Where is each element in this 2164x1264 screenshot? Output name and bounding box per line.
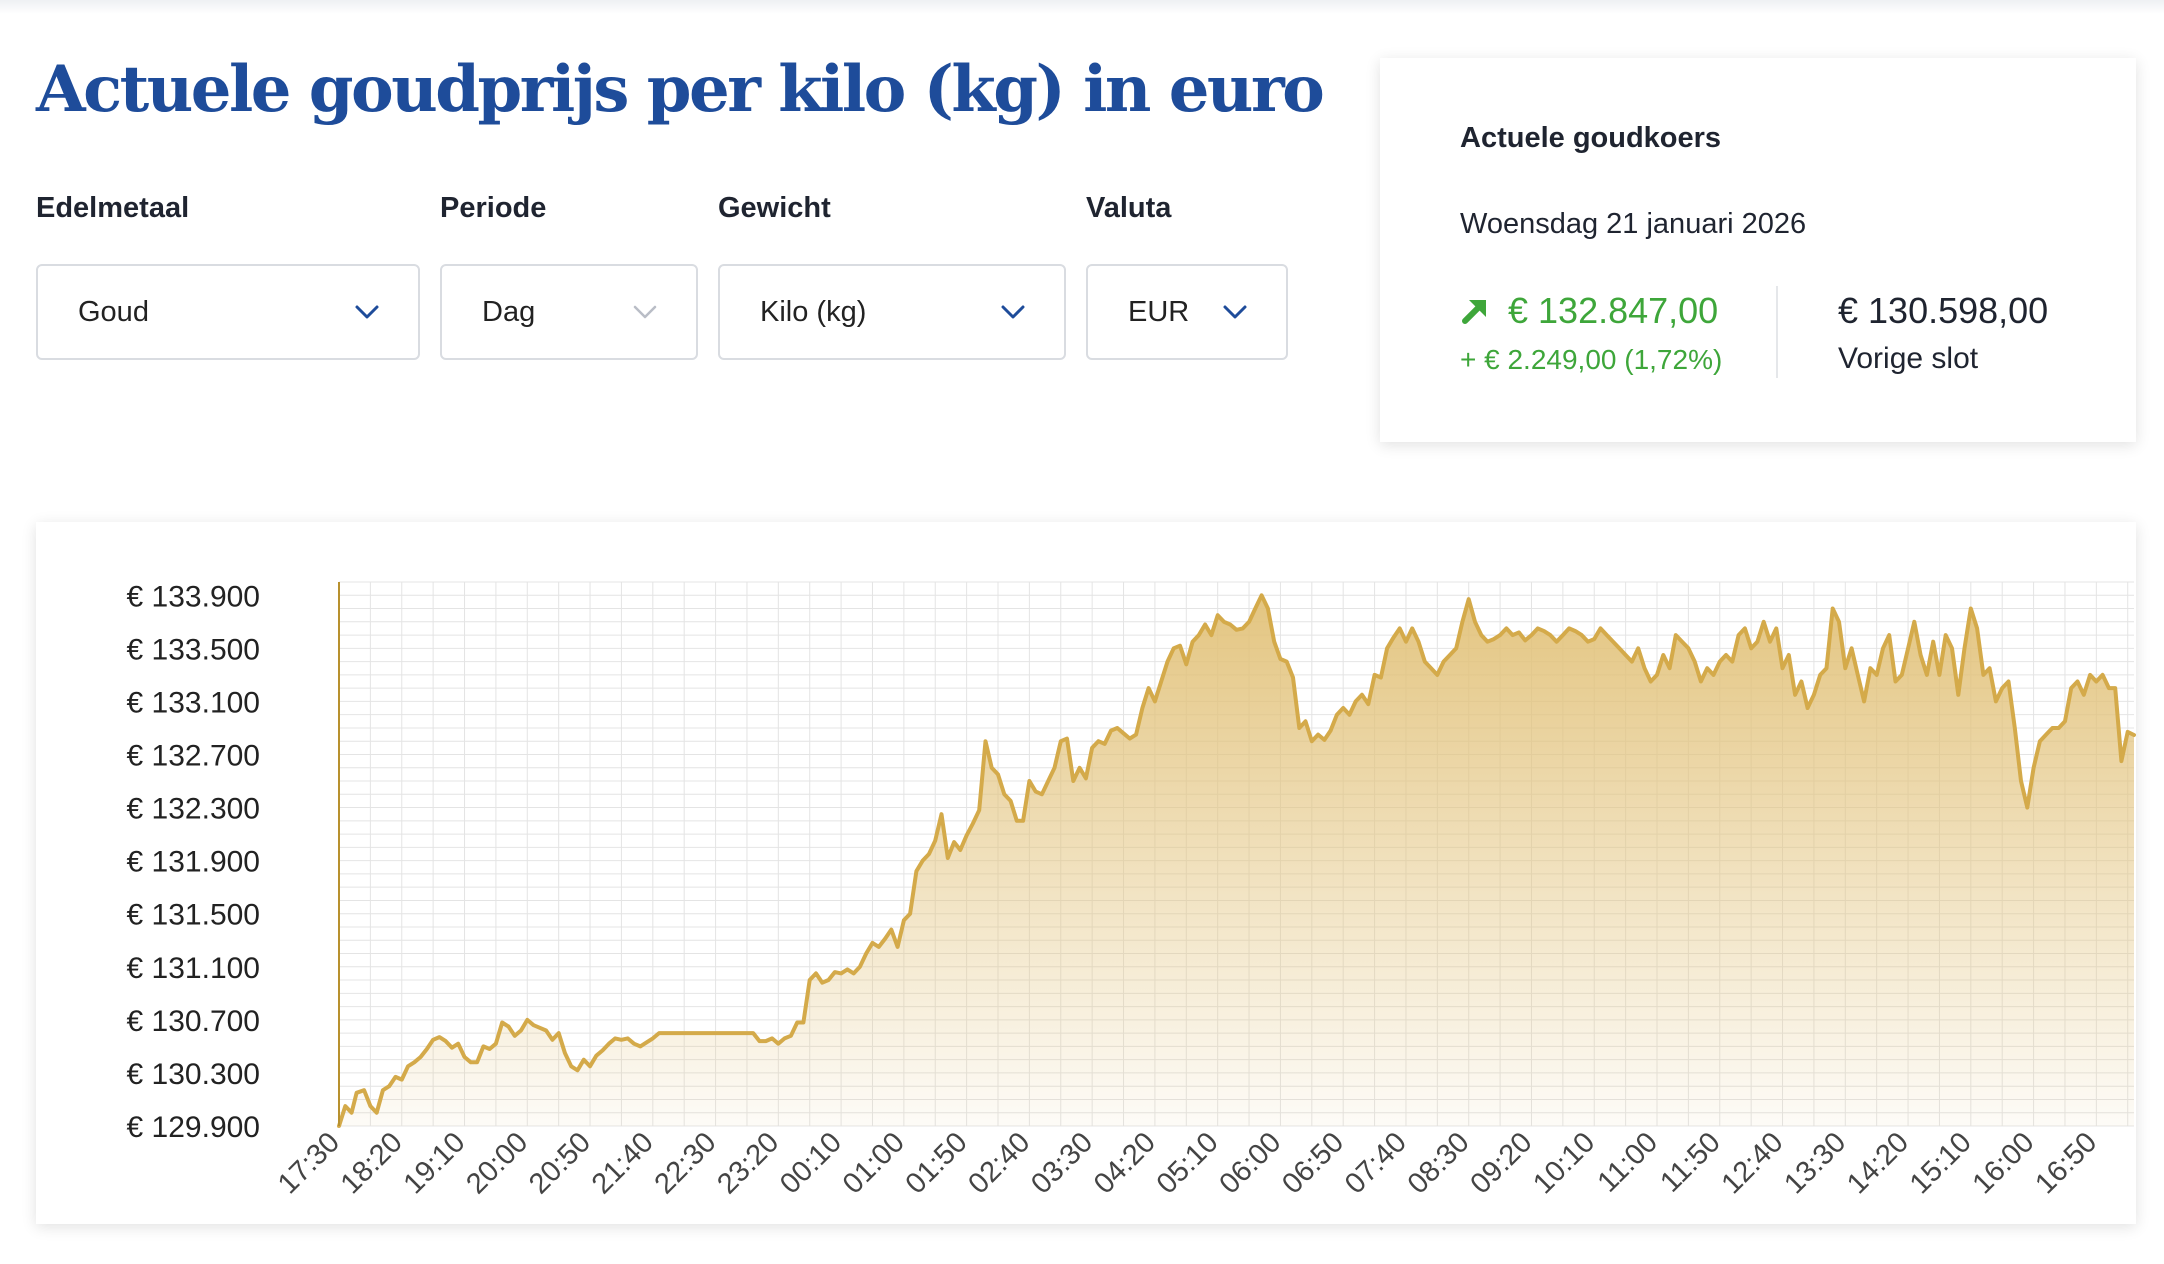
current-price: € 132.847,00 bbox=[1460, 290, 1718, 332]
x-tick-label: 04:20 bbox=[1088, 1126, 1162, 1200]
x-tick-label: 00:10 bbox=[774, 1126, 848, 1200]
x-tick-label: 19:10 bbox=[398, 1126, 472, 1200]
y-tick-label: € 132.700 bbox=[127, 739, 260, 772]
metal-select[interactable]: Goud bbox=[36, 264, 420, 360]
x-tick-label: 14:20 bbox=[1841, 1126, 1915, 1200]
x-tick-label: 16:50 bbox=[2029, 1126, 2103, 1200]
x-tick-label: 06:00 bbox=[1213, 1126, 1287, 1200]
filter-currency-label: Valuta bbox=[1086, 192, 1172, 224]
previous-close-value: € 130.598,00 bbox=[1838, 290, 2049, 331]
x-tick-label: 20:00 bbox=[460, 1126, 534, 1200]
x-tick-label: 13:30 bbox=[1778, 1126, 1852, 1200]
price-line[interactable] bbox=[337, 593, 2136, 1128]
filter-metal: Edelmetaal Goud bbox=[36, 192, 420, 360]
filter-metal-label: Edelmetaal bbox=[36, 192, 190, 224]
y-tick-label: € 131.500 bbox=[127, 899, 260, 932]
weight-select[interactable]: Kilo (kg) bbox=[718, 264, 1066, 360]
x-tick-label: 03:30 bbox=[1025, 1126, 1099, 1200]
filter-weight: Gewicht Kilo (kg) bbox=[718, 192, 1066, 360]
x-tick-label: 18:20 bbox=[335, 1126, 409, 1200]
currency-select-value: EUR bbox=[1128, 295, 1190, 328]
x-tick-label: 08:30 bbox=[1402, 1126, 1476, 1200]
x-tick-label: 22:30 bbox=[649, 1126, 723, 1200]
x-tick-label: 15:10 bbox=[1904, 1126, 1978, 1200]
y-tick-label: € 133.900 bbox=[127, 580, 260, 613]
filter-currency: Valuta EUR bbox=[1086, 192, 1288, 360]
current-price-value: € 132.847,00 bbox=[1508, 290, 1719, 331]
period-select[interactable]: Dag bbox=[440, 264, 698, 360]
x-tick-label: 16:00 bbox=[1967, 1126, 2041, 1200]
x-tick-label: 07:40 bbox=[1339, 1126, 1413, 1200]
x-tick-label: 20:50 bbox=[523, 1126, 597, 1200]
x-tick-label: 12:40 bbox=[1716, 1126, 1790, 1200]
divider bbox=[1776, 286, 1778, 378]
chevron-down-icon bbox=[355, 305, 379, 319]
filter-weight-label: Gewicht bbox=[718, 192, 831, 224]
y-tick-label: € 131.100 bbox=[127, 952, 260, 985]
rate-card-title: Actuele goudkoers bbox=[1460, 122, 1722, 154]
price-chart-card: € 129.900 € 130.300 € 130.700 € 131.100 € 13… bbox=[36, 522, 2136, 1224]
x-tick-label: 10:10 bbox=[1527, 1126, 1601, 1200]
price-change: + € 2.249,00 (1,72%) bbox=[1460, 344, 1723, 375]
price-chart[interactable]: € 129.900 € 130.300 € 130.700 € 131.100 € 13… bbox=[36, 522, 2136, 1224]
x-tick-label: 01:50 bbox=[900, 1126, 974, 1200]
x-tick-label: 23:20 bbox=[711, 1126, 785, 1200]
chevron-down-icon bbox=[1001, 305, 1025, 319]
x-tick-label: 06:50 bbox=[1276, 1126, 1350, 1200]
x-tick-label: 11:50 bbox=[1654, 1126, 1726, 1198]
y-tick-label: € 130.700 bbox=[127, 1005, 260, 1038]
current-rate-card: Actuele goudkoers Woensdag 21 januari 20… bbox=[1380, 58, 2136, 442]
filter-period: Periode Dag bbox=[440, 192, 698, 360]
y-tick-label: € 132.300 bbox=[127, 793, 260, 826]
y-tick-label: € 133.100 bbox=[127, 686, 260, 719]
x-tick-label: 17:30 bbox=[272, 1126, 346, 1200]
period-select-value: Dag bbox=[482, 295, 536, 328]
previous-close-label: Vorige slot bbox=[1838, 342, 1979, 375]
page-title: Actuele goudprijs per kilo (kg) in euro bbox=[36, 52, 1325, 127]
y-tick-label: € 129.900 bbox=[127, 1111, 260, 1144]
currency-select[interactable]: EUR bbox=[1086, 264, 1288, 360]
weight-select-value: Kilo (kg) bbox=[760, 295, 867, 328]
chevron-down-icon bbox=[1223, 305, 1247, 319]
x-tick-label: 02:40 bbox=[962, 1126, 1036, 1200]
metal-select-value: Goud bbox=[78, 295, 149, 328]
x-tick-label: 09:20 bbox=[1464, 1126, 1538, 1200]
y-tick-label: € 131.900 bbox=[127, 846, 260, 879]
chevron-down-icon bbox=[633, 305, 657, 319]
top-shadow bbox=[0, 0, 2164, 14]
x-tick-label: 11:00 bbox=[1592, 1126, 1664, 1198]
x-tick-label: 01:00 bbox=[837, 1126, 911, 1200]
y-tick-label: € 133.500 bbox=[127, 633, 260, 666]
price-area bbox=[339, 595, 2134, 1126]
rate-date: Woensdag 21 januari 2026 bbox=[1460, 208, 1807, 240]
x-tick-label: 05:10 bbox=[1151, 1126, 1225, 1200]
arrow-up-right-icon bbox=[1462, 300, 1486, 324]
x-tick-label: 21:40 bbox=[586, 1126, 660, 1200]
filter-period-label: Periode bbox=[440, 192, 547, 224]
y-tick-label: € 130.300 bbox=[127, 1058, 260, 1091]
